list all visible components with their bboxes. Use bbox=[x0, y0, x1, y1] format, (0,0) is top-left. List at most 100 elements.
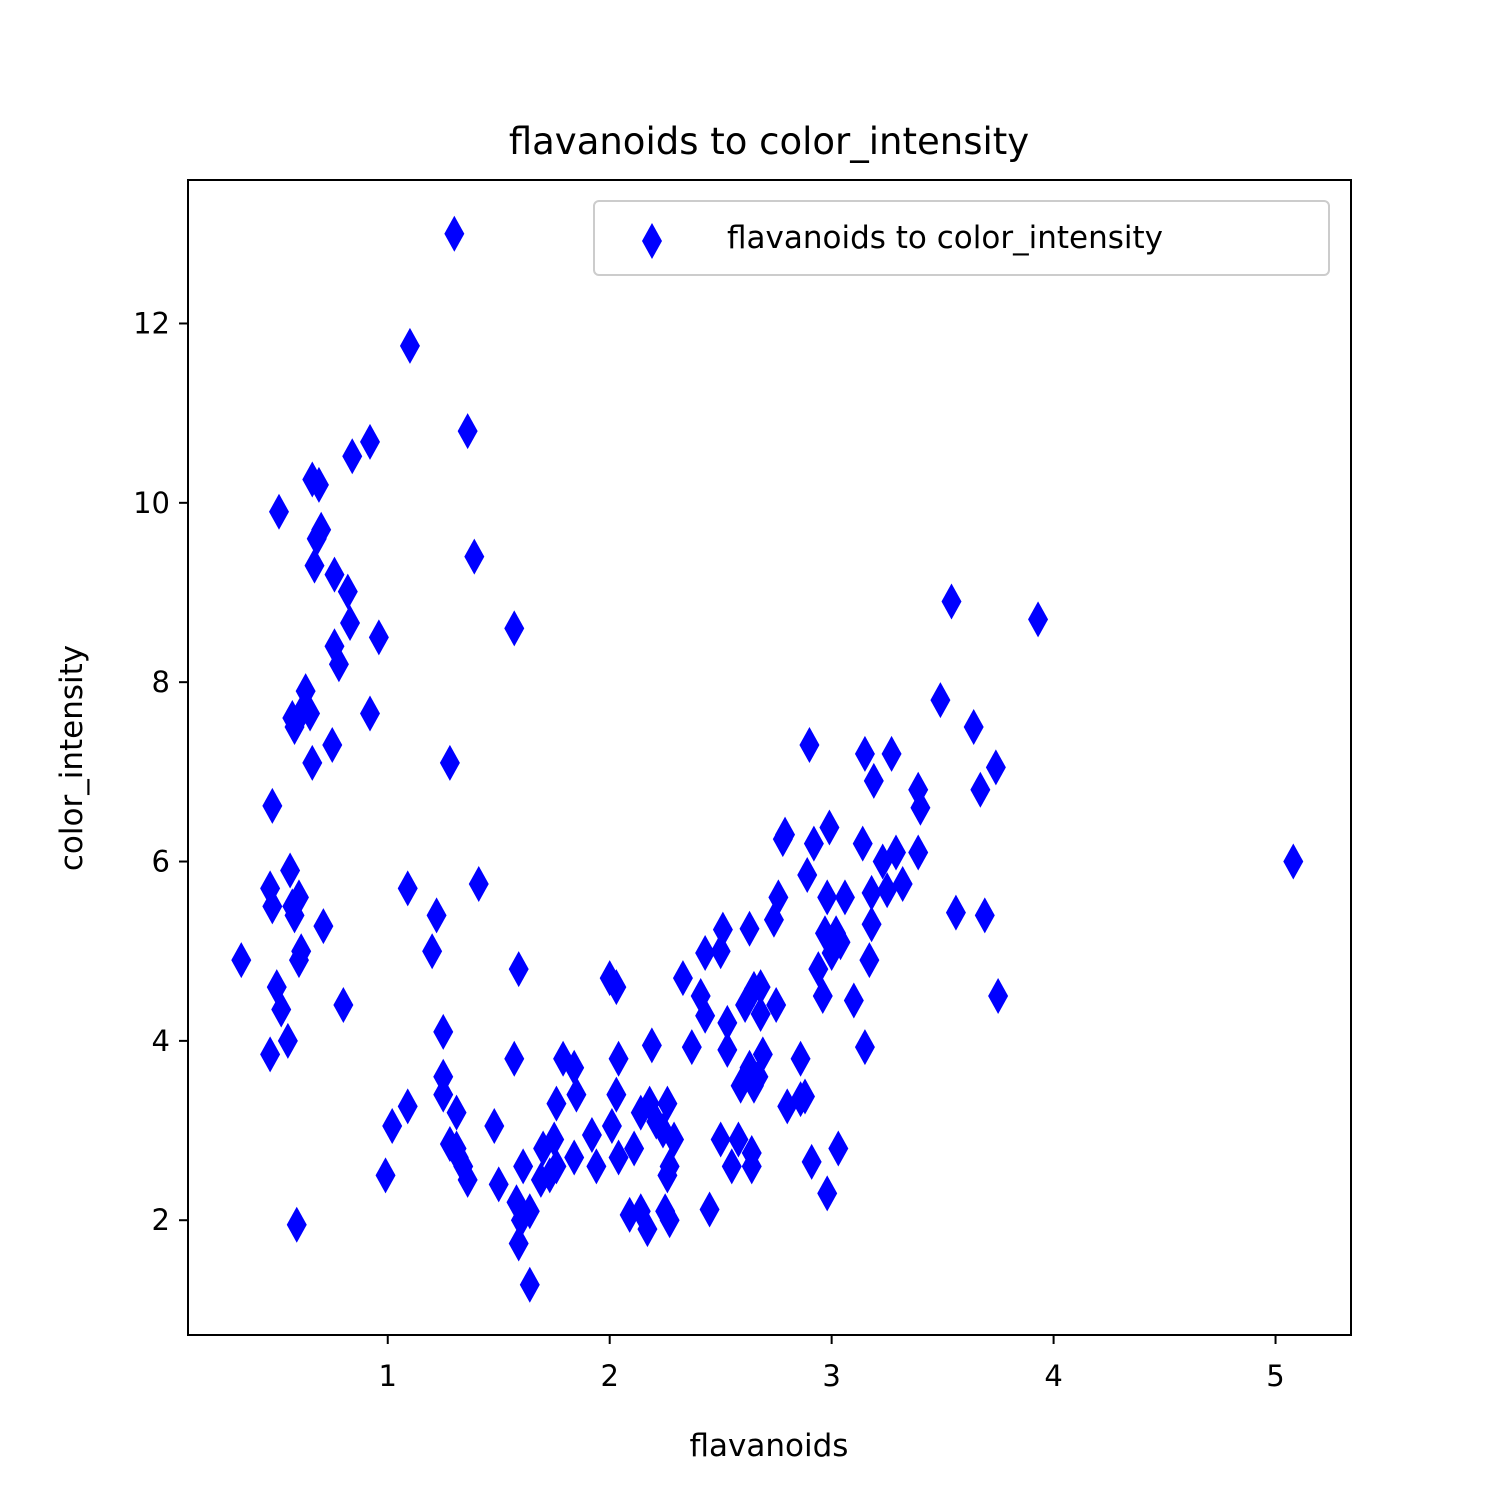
data-point bbox=[260, 1036, 281, 1073]
data-point bbox=[513, 1148, 534, 1185]
data-point bbox=[910, 789, 931, 826]
data-point bbox=[1028, 601, 1049, 638]
data-point bbox=[508, 951, 529, 988]
data-point bbox=[908, 834, 929, 871]
data-point bbox=[801, 1143, 822, 1180]
data-point bbox=[854, 735, 875, 772]
data-point bbox=[359, 423, 380, 460]
data-point bbox=[828, 1130, 849, 1167]
data-point bbox=[382, 1108, 403, 1145]
data-point bbox=[300, 695, 321, 732]
data-point bbox=[564, 1049, 585, 1086]
data-point bbox=[808, 951, 829, 988]
data-point bbox=[271, 991, 292, 1028]
data-point bbox=[546, 1148, 567, 1185]
data-point bbox=[712, 911, 733, 948]
data-point bbox=[624, 1130, 645, 1167]
data-point bbox=[664, 1121, 685, 1158]
data-point bbox=[313, 908, 334, 945]
data-point bbox=[426, 897, 447, 934]
data-point bbox=[368, 619, 389, 656]
x-tick-label: 3 bbox=[822, 1359, 840, 1393]
y-tick-label: 6 bbox=[152, 845, 170, 879]
data-point bbox=[657, 1085, 678, 1122]
data-point bbox=[608, 1040, 629, 1077]
x-tick-label: 4 bbox=[1044, 1359, 1062, 1393]
data-point bbox=[659, 1202, 680, 1239]
legend-box bbox=[593, 200, 1330, 276]
x-tick-label: 1 bbox=[379, 1359, 397, 1393]
data-point bbox=[304, 547, 325, 584]
data-point bbox=[710, 1121, 731, 1158]
data-point bbox=[464, 538, 485, 575]
data-point bbox=[881, 735, 902, 772]
data-point bbox=[790, 1040, 811, 1077]
data-point bbox=[606, 1076, 627, 1113]
data-point bbox=[397, 1088, 418, 1125]
x-axis-label: flavanoids bbox=[690, 1428, 849, 1464]
data-point bbox=[803, 825, 824, 862]
data-point bbox=[766, 987, 787, 1023]
data-point bbox=[768, 879, 789, 916]
data-point bbox=[834, 879, 855, 916]
data-point bbox=[892, 865, 913, 902]
data-point bbox=[302, 744, 323, 781]
data-point bbox=[601, 1108, 622, 1145]
data-point bbox=[288, 879, 309, 916]
data-point bbox=[641, 1027, 662, 1064]
x-tick-label: 5 bbox=[1266, 1359, 1284, 1393]
data-point bbox=[861, 906, 882, 943]
data-point bbox=[843, 982, 864, 1019]
data-point bbox=[422, 933, 443, 970]
y-tick-label: 4 bbox=[152, 1024, 170, 1058]
data-point bbox=[945, 894, 966, 931]
data-point bbox=[717, 1004, 738, 1041]
data-point bbox=[721, 1148, 742, 1185]
y-tick-label: 12 bbox=[133, 306, 170, 340]
data-point bbox=[333, 987, 354, 1023]
data-point bbox=[468, 865, 489, 902]
data-point bbox=[337, 573, 358, 610]
y-axis-label: color_intensity bbox=[54, 645, 90, 871]
data-point bbox=[433, 1013, 454, 1050]
data-point bbox=[695, 934, 716, 971]
y-tick-label: 2 bbox=[152, 1203, 170, 1237]
data-point bbox=[930, 682, 951, 719]
data-point bbox=[830, 924, 851, 961]
data-point bbox=[488, 1166, 509, 1203]
data-point bbox=[546, 1085, 567, 1122]
data-point bbox=[397, 870, 418, 907]
data-point bbox=[795, 1078, 816, 1115]
data-point bbox=[566, 1076, 587, 1113]
y-tick-label: 10 bbox=[133, 486, 170, 520]
data-point bbox=[681, 1029, 702, 1066]
data-point bbox=[817, 1175, 838, 1212]
data-point bbox=[457, 1161, 478, 1198]
data-point bbox=[544, 1121, 565, 1158]
data-point bbox=[340, 604, 361, 641]
data-point bbox=[817, 879, 838, 916]
data-point bbox=[659, 1148, 680, 1185]
data-point bbox=[519, 1193, 540, 1230]
data-point bbox=[699, 1191, 720, 1228]
data-point bbox=[854, 1029, 875, 1066]
legend: flavanoids to color_intensity bbox=[593, 200, 1330, 276]
data-point bbox=[262, 787, 283, 824]
data-point bbox=[484, 1108, 505, 1145]
data-point bbox=[433, 1076, 454, 1113]
data-point bbox=[519, 1266, 540, 1303]
data-point bbox=[280, 852, 301, 889]
legend-marker-icon bbox=[642, 223, 662, 259]
data-point bbox=[277, 1022, 298, 1059]
data-point bbox=[963, 709, 984, 746]
y-axis-ticks: 2 4 6 8 10 12 bbox=[133, 306, 188, 1237]
data-point bbox=[564, 1139, 585, 1176]
data-point bbox=[268, 493, 289, 530]
data-point bbox=[322, 726, 343, 763]
data-point bbox=[988, 978, 1009, 1015]
data-points bbox=[231, 215, 1304, 1303]
x-tick-label: 2 bbox=[600, 1359, 618, 1393]
plot-frame bbox=[187, 179, 1352, 1336]
data-point bbox=[504, 610, 525, 647]
y-tick-label: 8 bbox=[152, 665, 170, 699]
